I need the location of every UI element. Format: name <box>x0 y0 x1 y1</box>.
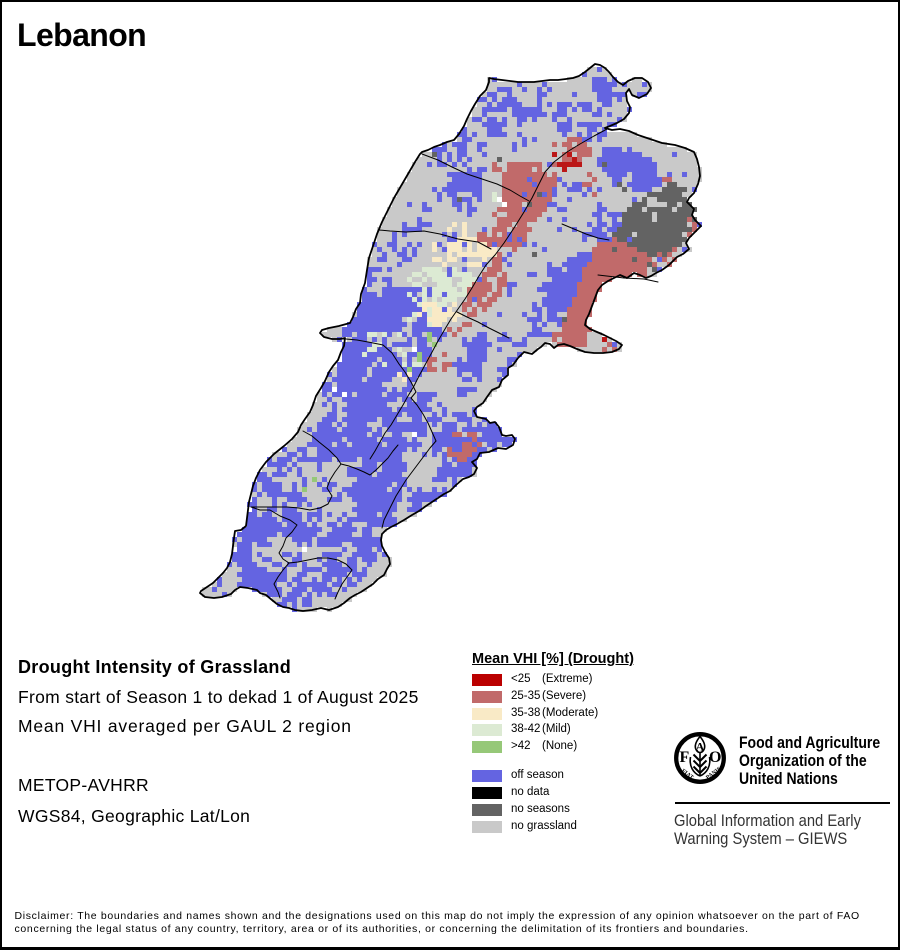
svg-text:F: F <box>680 749 690 766</box>
svg-text:O: O <box>709 749 721 766</box>
svg-text:A: A <box>696 740 705 754</box>
